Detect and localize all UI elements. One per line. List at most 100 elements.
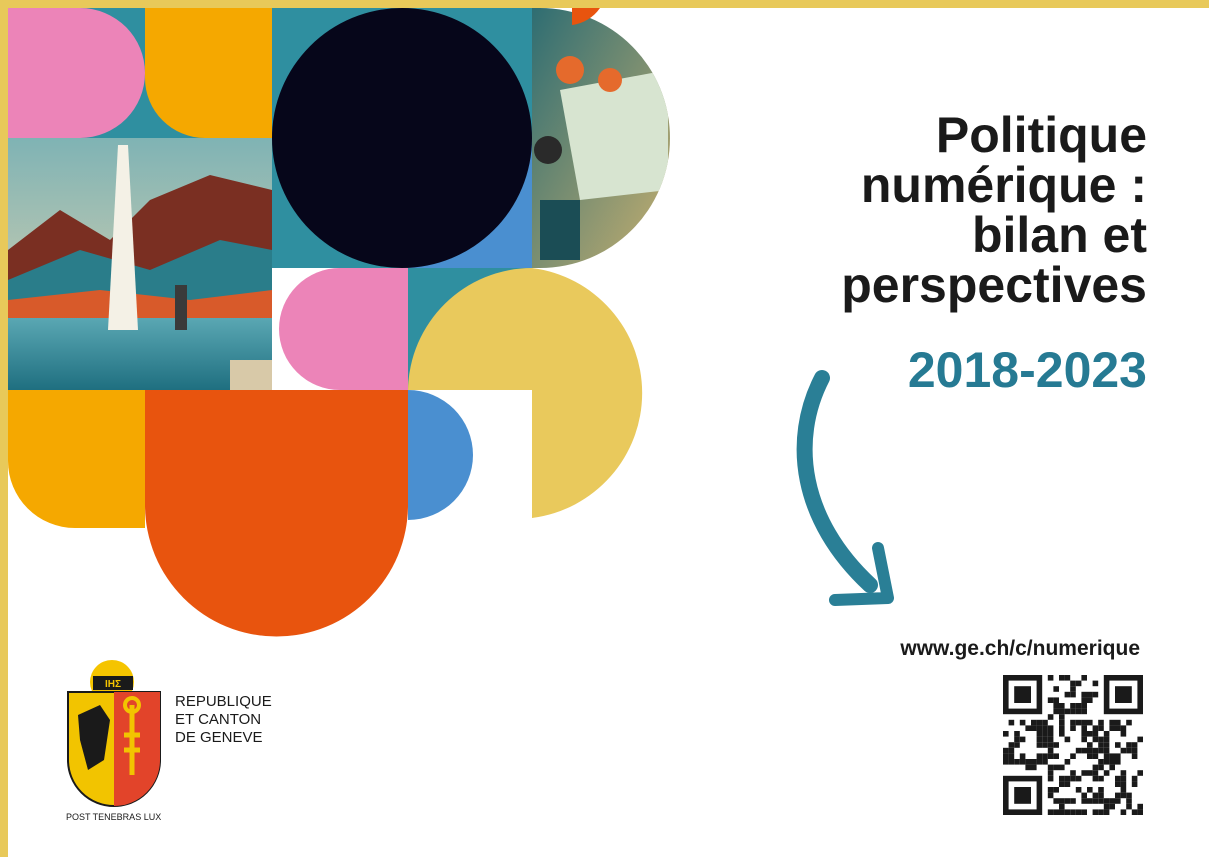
frame-left: [0, 0, 8, 857]
qr-module: [1059, 719, 1065, 726]
qr-module: [1115, 686, 1132, 703]
qr-module: [1131, 747, 1138, 754]
qr-module: [1047, 697, 1054, 703]
qr-module: [1098, 764, 1104, 771]
qr-module: [1098, 725, 1104, 731]
qr-module: [1098, 775, 1104, 782]
qr-module: [1070, 691, 1076, 698]
qr-module: [1092, 770, 1099, 776]
qr-module: [1087, 770, 1093, 776]
qr-module: [1064, 775, 1071, 782]
qr-module: [1036, 731, 1043, 737]
qr-module: [1047, 787, 1054, 793]
crest: IHΣ: [67, 660, 161, 807]
qr-module: [1053, 697, 1059, 703]
qr-module: [1042, 719, 1048, 726]
qr-module: [1036, 725, 1043, 731]
qr-module: [1137, 770, 1143, 776]
qr-module: [1047, 764, 1054, 771]
qr-module: [1098, 742, 1104, 748]
logo-name: ET CANTON: [175, 711, 261, 728]
qr-module: [1098, 792, 1104, 799]
qr-module: [1115, 781, 1121, 787]
qr-module: [1064, 691, 1071, 698]
url: www.ge.ch/c/numerique: [899, 637, 1140, 660]
qr-module: [1103, 753, 1110, 759]
qr-module: [1064, 798, 1071, 804]
qr-module: [1053, 686, 1059, 692]
qr-module: [1120, 770, 1127, 776]
qr-module: [1098, 736, 1104, 743]
qr-module: [1047, 742, 1054, 748]
qr-module: [1115, 753, 1121, 759]
qr-module: [1019, 736, 1026, 743]
qr-module: [1053, 798, 1059, 804]
qr-module: [1131, 753, 1138, 759]
qr-module: [1014, 787, 1031, 804]
qr-module: [1031, 759, 1037, 765]
qr-module: [1042, 742, 1048, 748]
qr-module: [1036, 736, 1043, 743]
title-line: bilan et: [972, 207, 1147, 263]
qr-module: [1047, 736, 1054, 743]
qr-module: [1059, 714, 1065, 720]
qr-module: [1008, 747, 1015, 754]
qr-module: [1092, 725, 1099, 731]
qr-module: [1087, 753, 1093, 759]
qr-module: [1115, 759, 1121, 765]
qr-module: [1042, 731, 1048, 737]
qr-module: [1131, 742, 1138, 748]
qr-module: [1131, 809, 1138, 815]
qr-module: [1087, 691, 1093, 698]
qr-module: [1003, 747, 1009, 754]
qr-module: [1059, 708, 1065, 715]
qr-module: [1059, 798, 1065, 804]
arrow: [796, 370, 894, 606]
qr-module: [1092, 747, 1099, 754]
qr-module: [1137, 736, 1143, 743]
qr-module: [1003, 753, 1009, 759]
qr-module: [1064, 736, 1071, 743]
qr-module: [1053, 787, 1059, 793]
qr-module: [1003, 731, 1009, 737]
qr-module: [1081, 809, 1087, 815]
qr-module: [1092, 680, 1099, 687]
qr-module: [1120, 775, 1127, 782]
qr-module: [1053, 764, 1059, 771]
qr-module: [1087, 697, 1093, 703]
qr-module: [1115, 792, 1121, 799]
qr-module: [1103, 798, 1110, 804]
qr-module: [1064, 708, 1071, 715]
qr-module: [1075, 680, 1082, 687]
qr-module: [1115, 725, 1121, 731]
title-line: perspectives: [841, 257, 1147, 313]
qr-module: [1109, 753, 1115, 759]
qr-module: [1053, 753, 1059, 759]
qr-module: [1003, 759, 1009, 765]
qr-module: [1075, 809, 1082, 815]
logo-name: DE GENEVE: [175, 729, 263, 746]
qr-module: [1115, 719, 1121, 726]
qr-module: [1109, 719, 1115, 726]
qr-module: [1075, 703, 1082, 709]
qr-module: [1081, 770, 1087, 776]
qr-module: [1103, 803, 1110, 810]
qr-module: [1126, 792, 1132, 799]
qr-module: [1075, 708, 1082, 715]
qr-module: [1008, 759, 1015, 765]
qr-module: [1047, 770, 1054, 776]
qr-module: [1081, 703, 1087, 709]
qr-module: [1081, 719, 1087, 726]
emblem-text: IHΣ: [105, 679, 121, 690]
qr-module: [1014, 759, 1020, 765]
qr-module: [1008, 719, 1015, 726]
qr-module: [1025, 764, 1031, 771]
qr-module: [1047, 725, 1054, 731]
qr-module: [1115, 775, 1121, 782]
qr-module: [1070, 753, 1076, 759]
title-line: Politique: [936, 107, 1147, 163]
qr-module: [1031, 719, 1037, 726]
qr-module: [1092, 753, 1099, 759]
qr-code: [1003, 675, 1143, 815]
